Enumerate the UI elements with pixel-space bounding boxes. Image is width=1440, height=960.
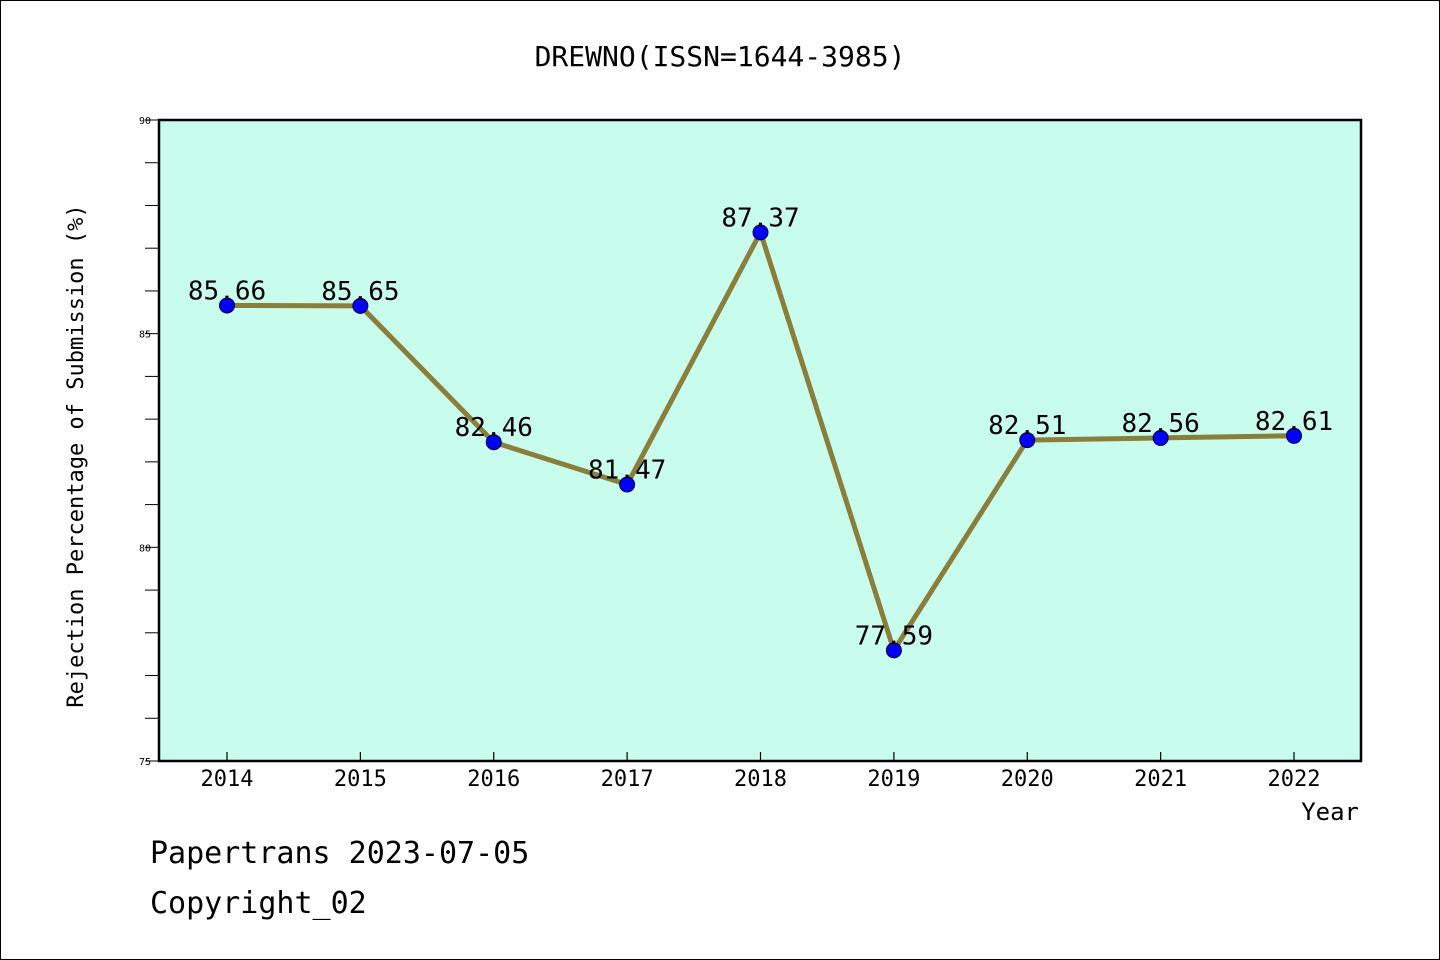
data-point bbox=[219, 297, 235, 314]
data-label: 82.46 bbox=[455, 413, 533, 443]
footer-copyright: Copyright_02 bbox=[150, 886, 367, 921]
y-tick-label: 75 bbox=[139, 757, 151, 768]
x-tick-label: 2017 bbox=[601, 767, 654, 792]
data-point bbox=[352, 297, 369, 314]
x-tick-label: 2020 bbox=[1001, 767, 1054, 792]
x-axis: 2014 2015 2016 2017 2018 2019 2020 2021 2022 bbox=[201, 752, 1321, 792]
data-label: 82.61 bbox=[1255, 407, 1333, 437]
x-tick-label: 2019 bbox=[867, 767, 920, 792]
data-label: 87.37 bbox=[721, 203, 799, 233]
x-tick-label: 2022 bbox=[1268, 767, 1321, 792]
data-label: 85.65 bbox=[321, 277, 399, 307]
data-label: 82.51 bbox=[988, 411, 1066, 441]
chart-title: DREWNO(ISSN=1644-3985) bbox=[535, 40, 906, 73]
data-labels: 85.66 85.65 82.46 81.47 87.37 77.59 82.51 82.56… bbox=[188, 203, 1333, 651]
x-tick-label: 2018 bbox=[734, 767, 787, 792]
x-axis-label: Year bbox=[1301, 798, 1359, 826]
data-point bbox=[752, 224, 769, 241]
data-label: 82.56 bbox=[1121, 409, 1199, 439]
data-point bbox=[619, 476, 636, 493]
y-axis: 75 80 85 90 bbox=[139, 116, 159, 768]
y-tick-label: 80 bbox=[139, 543, 151, 554]
data-point bbox=[485, 434, 502, 451]
x-tick-label: 2014 bbox=[201, 767, 254, 792]
y-axis-label: Rejection Percentage of Submission (%) bbox=[64, 204, 89, 707]
x-tick-label: 2021 bbox=[1134, 767, 1187, 792]
data-label: 77.59 bbox=[855, 621, 933, 651]
data-label: 85.66 bbox=[188, 276, 266, 306]
data-point bbox=[1152, 429, 1169, 446]
data-point bbox=[1286, 427, 1302, 444]
footer-date: Papertrans 2023-07-05 bbox=[150, 836, 529, 871]
data-point bbox=[1019, 432, 1036, 449]
x-tick-label: 2016 bbox=[467, 767, 520, 792]
data-point bbox=[885, 642, 902, 659]
data-label: 81.47 bbox=[588, 456, 666, 486]
series-rejection bbox=[219, 224, 1302, 659]
y-tick-label: 85 bbox=[139, 330, 151, 341]
y-tick-label: 90 bbox=[139, 116, 151, 127]
x-tick-label: 2015 bbox=[334, 767, 387, 792]
